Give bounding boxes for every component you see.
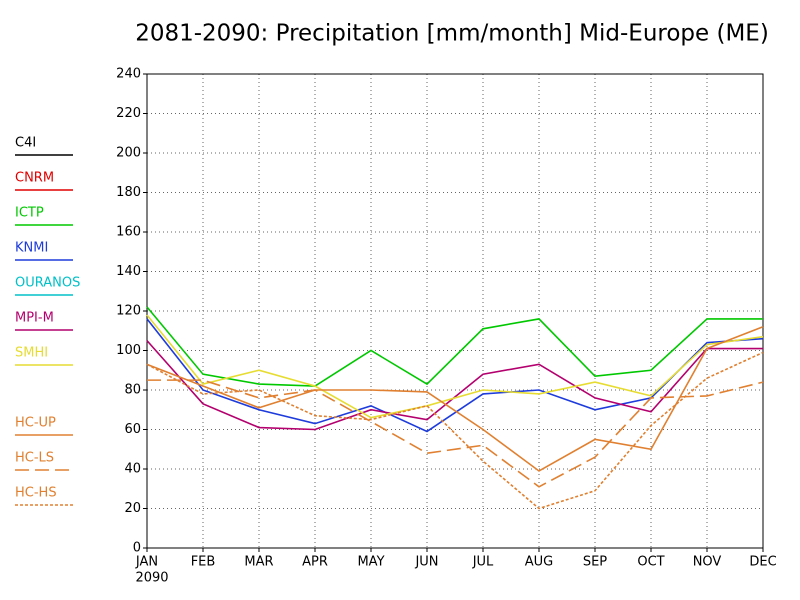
y-tick-label: 240 [116,67,141,82]
x-tick-label: AUG [525,555,553,570]
y-tick-label: 120 [116,304,141,319]
series-line [146,351,764,510]
legend-label: HC-HS [15,486,57,501]
legend-label: OURANOS [15,276,80,291]
y-tick-label: 200 [116,146,141,161]
y-tick-label: 180 [116,185,141,200]
series-line [146,340,763,431]
x-tick-label: JUN [414,555,438,570]
legend-label: CNRM [15,171,54,186]
x-tick-label: FEB [191,555,216,570]
legend-label: HC-UP [15,416,56,431]
x-tick-label: OCT [637,555,664,570]
x-tick-label: NOV [693,555,722,570]
y-tick-label: 220 [116,106,141,121]
legend-label: C4I [15,136,36,151]
x-tick-label: JUL [472,555,494,570]
series-line [146,326,764,472]
series-line [146,314,764,419]
series-line [147,379,764,488]
legend-label: ICTP [15,206,44,221]
series-line [146,306,763,387]
legend-label: KNMI [15,241,48,256]
x-tick-label: MAR [244,555,273,570]
year-label: 2090 [135,571,168,586]
x-tick-label: JAN [135,555,158,570]
legend-label: SMHI [15,346,48,361]
y-tick-label: 40 [124,462,141,477]
y-tick-label: 20 [124,501,141,516]
y-tick-label: 0 [133,541,141,556]
y-tick-label: 140 [116,264,141,279]
y-tick-label: 60 [124,422,141,437]
legend-label: MPI-M [15,311,54,326]
legend-label: HC-LS [15,451,54,466]
y-tick-label: 80 [124,383,141,398]
x-tick-label: DEC [749,555,776,570]
x-tick-label: APR [302,555,328,570]
series-line [146,318,764,433]
x-tick-label: SEP [583,555,607,570]
plot-frame [146,73,764,549]
chart-title: 2081-2090: Precipitation [mm/month] Mid-… [135,21,769,47]
y-tick-label: 160 [116,225,141,240]
x-tick-label: MAY [357,555,384,570]
y-tick-label: 100 [116,343,141,358]
